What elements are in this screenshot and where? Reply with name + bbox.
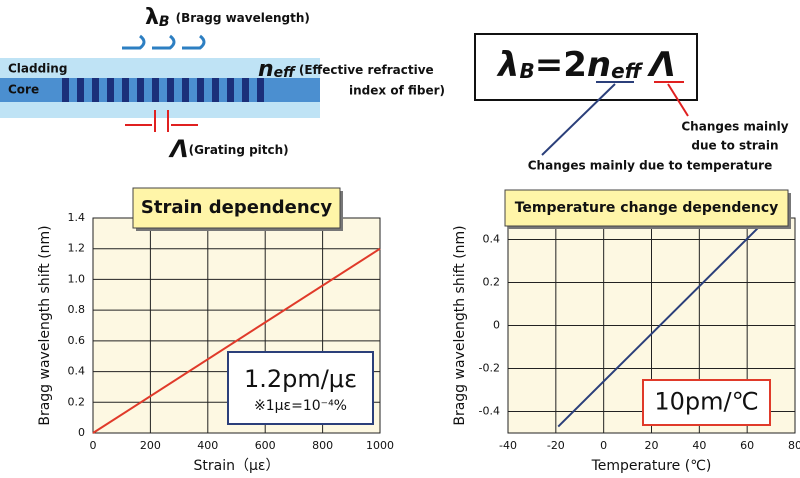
chart-title: Temperature change dependency	[515, 200, 779, 216]
x-tick-label: 600	[255, 439, 276, 452]
x-tick-label: 0	[90, 439, 97, 452]
x-tick-label: 40	[692, 439, 706, 452]
strain-note: Changes mainly	[681, 120, 788, 134]
y-tick-label: 0.8	[68, 303, 86, 316]
strain-note: due to strain	[691, 139, 778, 153]
x-tick-label: 800	[312, 439, 333, 452]
annotation: ※1με=10⁻⁴%	[254, 398, 347, 414]
pitch-label: Λ(Grating pitch)	[168, 135, 289, 163]
y-tick-label: 0	[493, 319, 500, 332]
y-tick-label: -0.2	[479, 362, 500, 375]
annotation-box	[227, 351, 374, 425]
formula: λB=2neff Λ	[496, 45, 676, 85]
x-tick-label: -20	[547, 439, 565, 452]
neff-pointer	[541, 83, 616, 156]
core-label: Core	[8, 83, 39, 97]
x-axis-label: Temperature (℃)	[591, 458, 712, 474]
core	[0, 78, 320, 102]
x-tick-label: 400	[197, 439, 218, 452]
y-tick-label: 0.4	[68, 365, 86, 378]
grating	[62, 78, 264, 102]
y-tick-label: 1.2	[68, 242, 86, 255]
title-box	[132, 187, 341, 229]
annotation-box	[642, 379, 771, 426]
pitch-marks	[125, 110, 198, 132]
y-tick-label: 1.4	[68, 211, 86, 224]
y-tick-label: 0.2	[483, 276, 501, 289]
title-box	[504, 189, 789, 227]
x-tick-label: 0	[600, 439, 607, 452]
bragg-label: λB (Bragg wavelength)	[145, 5, 310, 30]
y-tick-label: 1.0	[68, 272, 86, 285]
annotation: 1.2pm/με	[244, 365, 357, 393]
formula-box	[474, 33, 698, 101]
data-line	[92, 247, 381, 434]
x-tick-label: 200	[140, 439, 161, 452]
x-tick-label: 20	[645, 439, 659, 452]
temp-note: Changes mainly due to temperature	[528, 159, 772, 173]
x-tick-label: 60	[740, 439, 754, 452]
x-tick-label: 1000	[366, 439, 394, 452]
annotation: 10pm/℃	[654, 388, 758, 416]
cladding-label: Cladding	[8, 62, 67, 76]
y-axis-label: Bragg wavelength shift (nm)	[37, 225, 53, 425]
data-line	[557, 223, 763, 428]
neff-label: neff (Effective refractive	[258, 57, 434, 82]
y-axis-label: Bragg wavelength shift (nm)	[452, 225, 468, 425]
y-tick-label: 0	[78, 426, 85, 439]
x-tick-label: -40	[499, 439, 517, 452]
pitch-pointer	[667, 83, 689, 117]
y-tick-label: 0.2	[68, 395, 86, 408]
y-tick-label: -0.4	[479, 405, 500, 418]
neff-label-2: index of fiber)	[349, 84, 445, 98]
x-tick-label: 80	[788, 439, 800, 452]
y-tick-label: 0.6	[68, 334, 86, 347]
y-tick-label: 0.4	[483, 233, 501, 246]
x-axis-label: Strain（με）	[194, 458, 280, 474]
arrows	[122, 34, 206, 50]
chart-title: Strain dependency	[141, 197, 332, 218]
